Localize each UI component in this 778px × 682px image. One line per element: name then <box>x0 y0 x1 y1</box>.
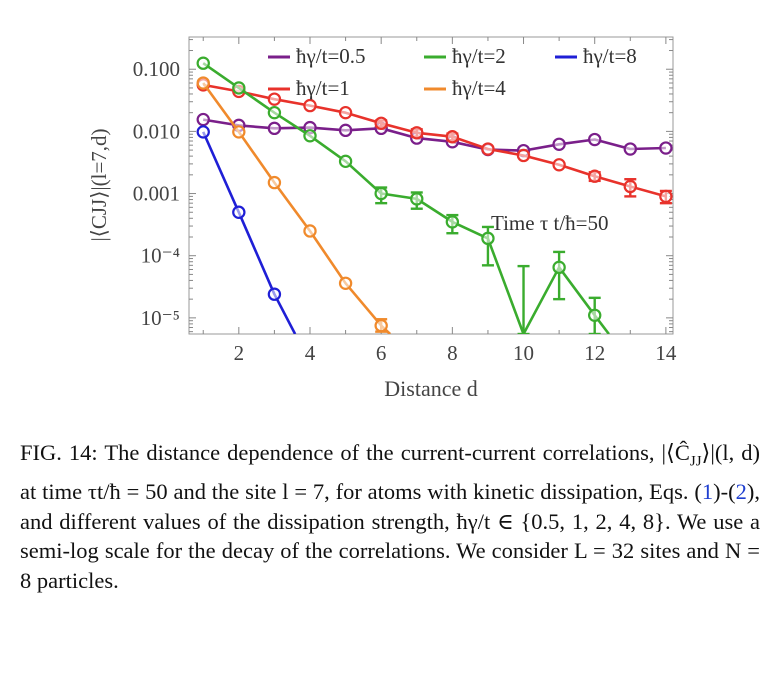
x-tick-label: 6 <box>376 341 387 365</box>
data-point <box>267 121 282 136</box>
x-tick-labels: 2 4 6 8 10 12 14 <box>234 341 677 365</box>
data-point <box>196 125 210 139</box>
x-tick-label: 4 <box>305 341 316 365</box>
legend-item: ħγ/t=2 <box>424 44 506 68</box>
x-tick-label: 8 <box>447 341 458 365</box>
data-point <box>267 175 282 190</box>
data-point <box>338 154 353 169</box>
series-layer <box>196 56 673 334</box>
x-tick-label: 2 <box>234 341 245 365</box>
data-point <box>552 158 566 172</box>
equation-ref-2[interactable]: 2 <box>735 479 747 504</box>
series-line <box>202 131 297 334</box>
data-point <box>516 148 531 163</box>
data-point <box>374 116 388 130</box>
data-point <box>196 76 210 90</box>
data-point <box>588 169 602 183</box>
data-point <box>232 205 246 219</box>
correlation-plot: 2 4 6 8 10 12 14 0.100 0.010 0.001 10⁻⁴ 10⁻⁵ ħγ/t=… <box>87 36 677 401</box>
y-tick-labels: 0.100 0.010 0.001 10⁻⁴ 10⁻⁵ <box>133 57 180 330</box>
data-point <box>552 260 566 275</box>
data-point <box>481 231 495 246</box>
data-point <box>267 92 282 106</box>
data-point <box>303 224 317 238</box>
legend-label: ħγ/t=2 <box>452 44 506 68</box>
series-ħγ/t=4 <box>196 76 391 334</box>
y-axis-label: |⟨CJJ⟩|(l=7,d) <box>87 128 111 241</box>
equation-ref-1[interactable]: 1 <box>701 479 714 504</box>
caption-subscript: JJ <box>689 453 702 470</box>
y-tick-label: 10⁻⁵ <box>141 306 180 330</box>
plot-frame <box>188 36 674 335</box>
legend-label: ħγ/t=0.5 <box>296 44 366 68</box>
x-tick-label: 14 <box>655 341 677 365</box>
y-tick-label: 10⁻⁴ <box>141 244 180 268</box>
x-tick-label: 10 <box>513 341 534 365</box>
data-point <box>374 318 388 333</box>
legend-label: ħγ/t=1 <box>296 76 350 100</box>
caption-prefix: FIG. 14: The distance dependence of the … <box>20 440 690 465</box>
data-point <box>623 179 637 194</box>
legend-item: ħγ/t=0.5 <box>268 44 366 68</box>
data-point <box>659 141 673 155</box>
axis-ticks <box>189 37 673 334</box>
data-point <box>410 192 424 206</box>
legend-item: ħγ/t=8 <box>555 44 637 68</box>
data-point <box>267 105 282 120</box>
data-point <box>374 186 388 201</box>
data-point <box>232 125 246 139</box>
data-point <box>445 130 460 144</box>
legend-label: ħγ/t=4 <box>452 76 506 100</box>
x-axis-label: Distance d <box>384 376 477 401</box>
data-point <box>623 142 637 156</box>
y-tick-label: 0.001 <box>133 182 180 206</box>
data-point <box>659 189 673 204</box>
data-point <box>196 112 210 127</box>
legend-item: ħγ/t=1 <box>268 76 350 100</box>
data-point <box>303 98 317 113</box>
series-line <box>202 62 610 334</box>
data-point <box>196 56 210 70</box>
data-point <box>552 137 566 151</box>
data-point <box>588 132 602 147</box>
data-point <box>303 129 317 143</box>
series-ħγ/t=8 <box>196 125 297 334</box>
legend-label: ħγ/t=8 <box>583 44 637 68</box>
y-tick-label: 0.010 <box>133 119 180 143</box>
data-point <box>445 215 460 229</box>
series-line <box>202 82 391 334</box>
data-point <box>588 308 602 322</box>
caption-part4: ), and different values of the dissipati… <box>20 479 760 593</box>
data-point <box>338 276 353 290</box>
data-point <box>232 81 246 95</box>
caption-part2: ⟩|(l, d) at time τt/ħ = 50 and the site … <box>20 440 760 504</box>
data-point <box>267 287 282 301</box>
caption-part3: )-( <box>713 479 736 504</box>
data-point <box>338 123 353 138</box>
y-tick-label: 0.100 <box>133 57 180 81</box>
figure-14: 2 4 6 8 10 12 14 0.100 0.010 0.001 10⁻⁴ 10⁻⁵ ħγ/t=… <box>87 36 677 401</box>
data-point <box>481 142 495 156</box>
series-ħγ/t=2 <box>196 56 610 334</box>
legend: ħγ/t=0.5 ħγ/t=2 ħγ/t=8 ħγ/t=1 ħγ/t=4 <box>268 44 637 100</box>
figure-caption: FIG. 14: The distance dependence of the … <box>20 438 760 595</box>
legend-item: ħγ/t=4 <box>424 76 506 100</box>
x-tick-label: 12 <box>584 341 605 365</box>
data-point <box>338 105 353 120</box>
data-point <box>410 126 424 140</box>
annotation-time: Time τ t/ħ=50 <box>491 211 609 235</box>
